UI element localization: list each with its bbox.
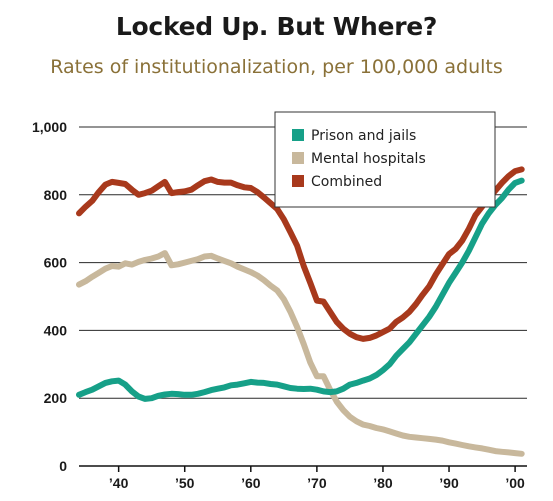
y-tick-label: 600 xyxy=(44,255,68,271)
x-tick-label: ’40 xyxy=(109,475,129,491)
series-line-combined xyxy=(76,166,525,342)
x-tick-label: ’50 xyxy=(175,475,195,491)
x-tick-label: ’90 xyxy=(439,475,459,491)
x-tick-label: ’70 xyxy=(307,475,327,491)
chart-title: Locked Up. But Where? xyxy=(115,12,438,41)
y-tick-label: 400 xyxy=(44,322,68,338)
y-tick-label: 0 xyxy=(59,458,67,474)
x-tick-label: ’60 xyxy=(241,475,261,491)
legend-swatch xyxy=(292,175,304,187)
y-tick-label: 1,000 xyxy=(32,119,67,135)
legend-label: Mental hospitals xyxy=(311,151,426,167)
series-line-mental-hospitals xyxy=(76,250,525,457)
series-line-prison-and-jails xyxy=(76,177,525,402)
chart-subtitle: Rates of institutionalization, per 100,0… xyxy=(50,56,503,78)
x-axis-ticks: ’40 ’50 ’60 ’70 ’80 ’90 ’00 xyxy=(109,466,525,491)
legend-swatch xyxy=(292,152,304,164)
y-tick-label: 800 xyxy=(44,187,68,203)
y-axis-ticks: 0 200 400 600 800 1,000 xyxy=(32,119,67,474)
y-tick-label: 200 xyxy=(44,390,68,406)
series-lines xyxy=(76,166,525,457)
legend-swatch xyxy=(292,129,304,141)
legend-box xyxy=(274,111,496,208)
legend-label: Prison and jails xyxy=(311,128,416,144)
x-tick-label: ’80 xyxy=(373,475,393,491)
x-tick-label: ’00 xyxy=(505,475,525,491)
legend: Prison and jails Mental hospitals Combined xyxy=(274,111,496,208)
legend-label: Combined xyxy=(311,174,382,190)
